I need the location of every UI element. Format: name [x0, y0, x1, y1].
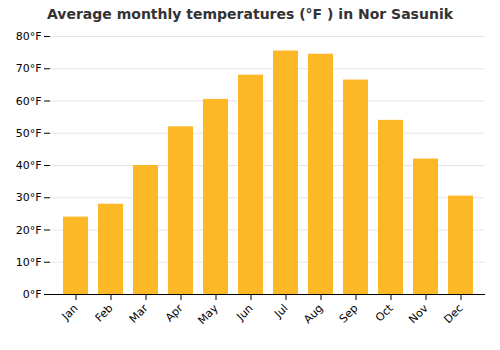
svg-text:Nov: Nov [406, 301, 431, 326]
svg-text:May: May [195, 301, 221, 327]
svg-text:60°F: 60°F [16, 95, 42, 108]
svg-text:Feb: Feb [93, 302, 116, 325]
svg-text:Jul: Jul [271, 302, 290, 321]
svg-text:50°F: 50°F [16, 127, 42, 140]
svg-text:80°F: 80°F [16, 30, 42, 43]
svg-text:Jun: Jun [234, 302, 256, 324]
svg-text:Apr: Apr [163, 301, 186, 324]
svg-text:Mar: Mar [127, 301, 151, 325]
svg-text:20°F: 20°F [16, 224, 42, 237]
html-text:Average monthly temperatures (: Average monthly temperatures (°F ) in No… [47, 6, 453, 22]
svg-text:Sep: Sep [337, 302, 361, 326]
svg-text:0°F: 0°F [23, 288, 42, 301]
svg-text:40°F: 40°F [16, 159, 42, 172]
svg-text:70°F: 70°F [16, 62, 42, 75]
svg-text:Jan: Jan [59, 302, 81, 324]
svg-text:Aug: Aug [301, 302, 325, 326]
svg-text:10°F: 10°F [16, 256, 42, 269]
svg-text:Oct: Oct [373, 301, 396, 324]
svg-text:Dec: Dec [441, 302, 465, 326]
svg-text:30°F: 30°F [16, 191, 42, 204]
